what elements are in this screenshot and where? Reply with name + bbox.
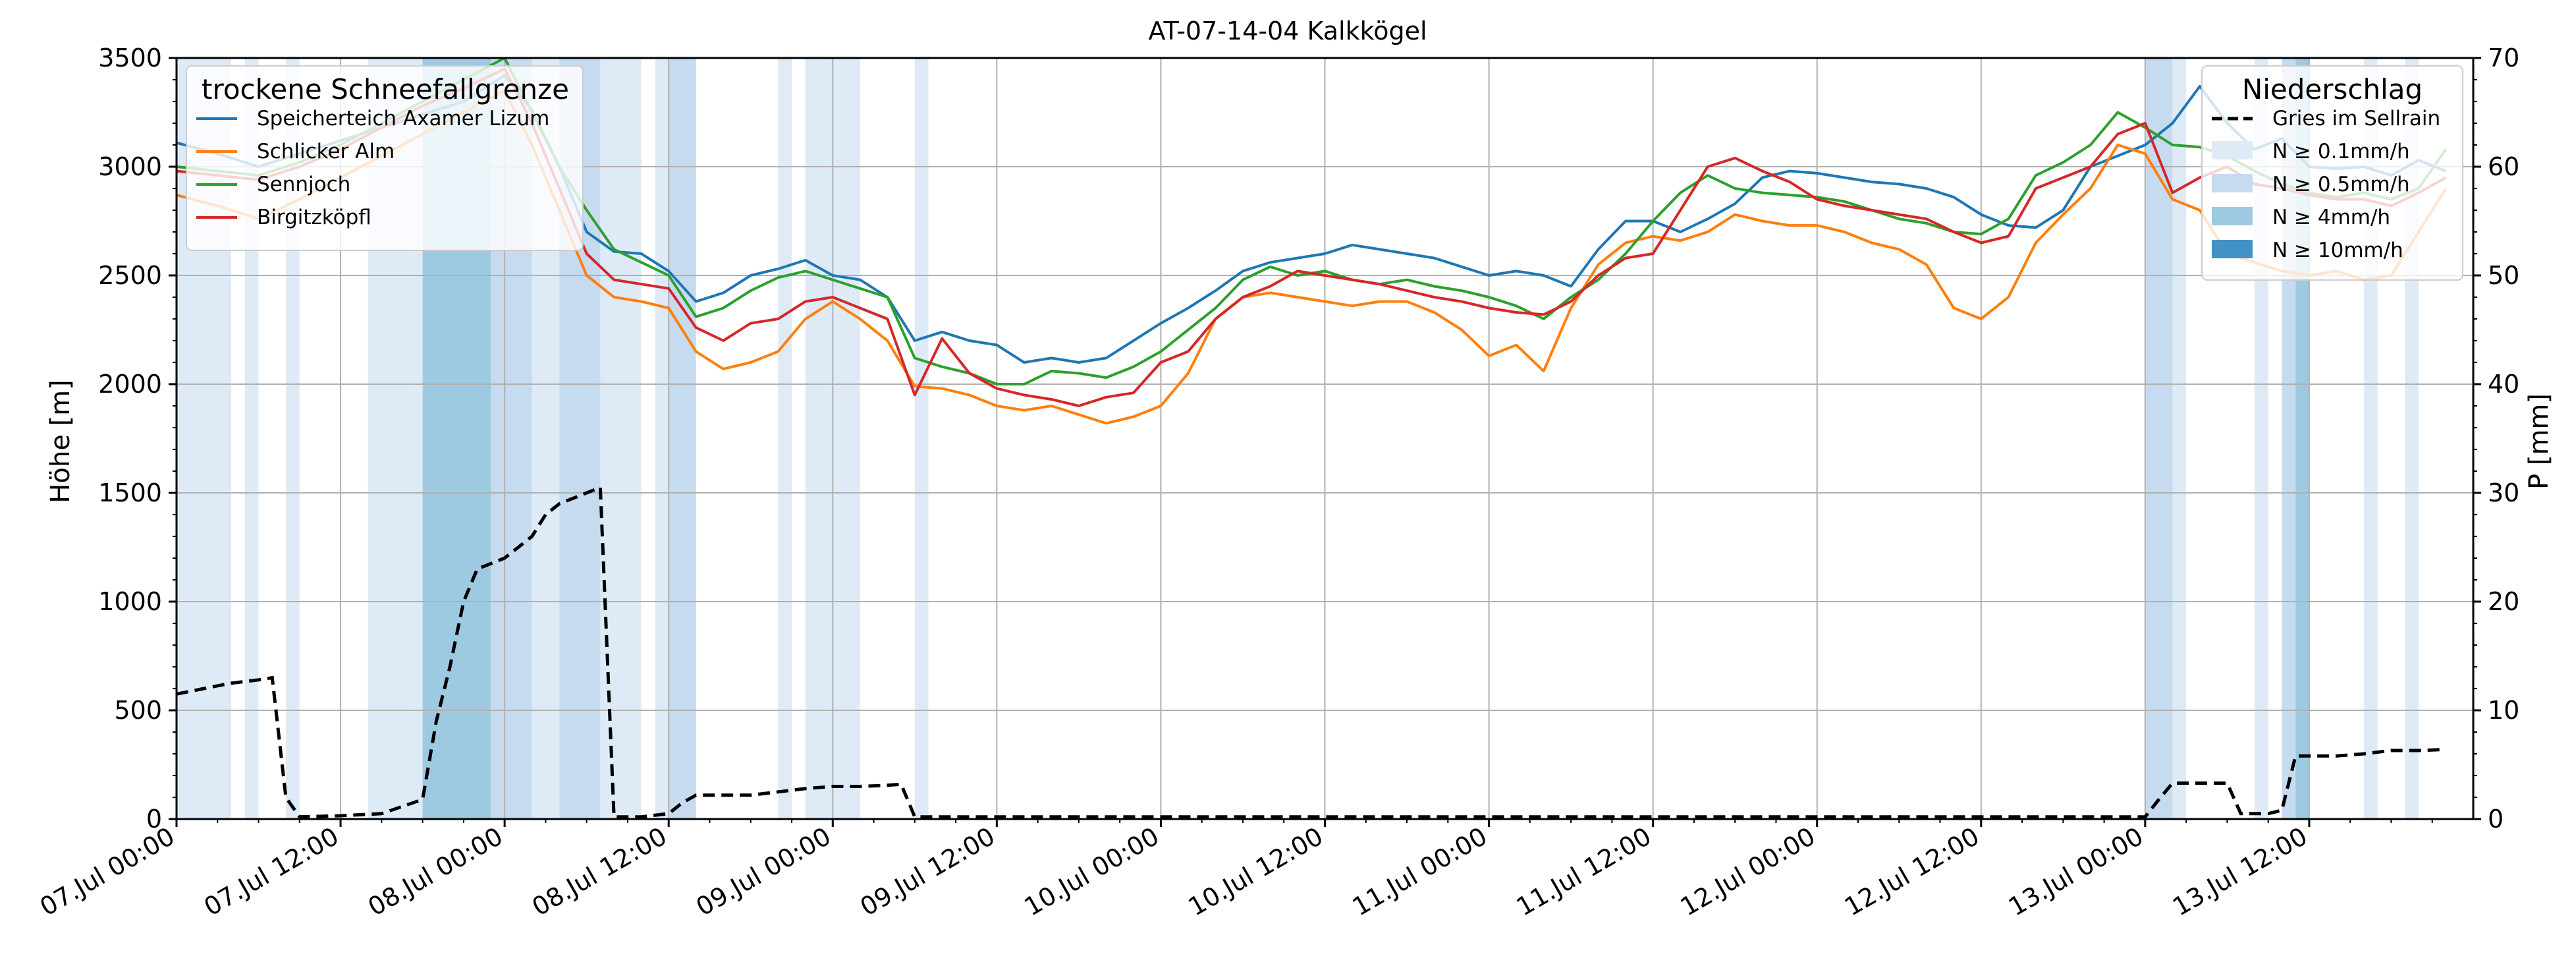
legend-precip-band-swatch (2212, 141, 2253, 159)
legend-precip-band-swatch (2212, 240, 2253, 258)
y-tick-label-right: 40 (2488, 370, 2519, 399)
y-tick-label-left: 0 (146, 805, 162, 834)
legend-precip-band-label: N ≥ 4mm/h (2272, 206, 2390, 229)
legend-precip-band-swatch (2212, 207, 2253, 225)
legend-precip-band-label: N ≥ 0.1mm/h (2272, 140, 2410, 163)
legend-snowline-box (186, 65, 584, 251)
legend-snowline-entry: Speicherteich Axamer Lizum (257, 107, 549, 130)
y-axis-label-left: Höhe [m] (45, 380, 76, 503)
y-tick-label-right: 60 (2488, 152, 2519, 181)
precip-band (778, 58, 792, 819)
y-axis-label-right: P [mm] (2524, 393, 2554, 490)
y-tick-label-right: 70 (2488, 43, 2519, 72)
series-lines (177, 58, 2448, 819)
precip-band (655, 58, 669, 819)
y-tick-label-right: 50 (2488, 261, 2519, 290)
precip-band (669, 58, 696, 819)
y-tick-label-left: 2000 (98, 370, 162, 399)
legend-precip-box (2201, 65, 2463, 281)
series-line (177, 74, 2447, 364)
series-line (177, 89, 2448, 425)
precip-band (2145, 58, 2173, 819)
precip-band (914, 58, 929, 819)
legend-precip-line-label: Gries im Sellrain (2272, 107, 2440, 130)
series-line (177, 67, 2447, 407)
y-tick-label-left: 3500 (98, 43, 162, 72)
y-tick-label-right: 30 (2488, 478, 2519, 507)
legend-precip-title: Niederschlag (2242, 73, 2423, 105)
y-tick-label-right: 20 (2488, 587, 2519, 616)
legend-precip-band-label: N ≥ 0.5mm/h (2272, 173, 2410, 196)
y-tick-label-left: 500 (114, 696, 162, 725)
legend-snowline-entry: Schlicker Alm (257, 140, 395, 163)
legend-snowline-entry: Sennjoch (257, 173, 350, 196)
precip-line (177, 485, 2446, 819)
y-tick-label-left: 1000 (98, 587, 162, 616)
y-tick-label-right: 0 (2488, 805, 2504, 834)
legend-snowline-entry: Birgitzköpfl (257, 206, 371, 229)
chart-title: AT-07-14-04 Kalkkögel (1148, 16, 1427, 45)
legend-precip-band-swatch (2212, 174, 2253, 192)
y-tick-label-right: 10 (2488, 696, 2519, 725)
y-tick-label-left: 3000 (98, 152, 162, 181)
y-tick-label-left: 1500 (98, 478, 162, 507)
precip-band (2172, 58, 2187, 819)
y-tick-label-left: 2500 (98, 261, 162, 290)
legend-snowline-title: trockene Schneefallgrenze (202, 73, 569, 105)
precip-band (600, 58, 642, 819)
legend-precip-band-label: N ≥ 10mm/h (2272, 239, 2403, 262)
